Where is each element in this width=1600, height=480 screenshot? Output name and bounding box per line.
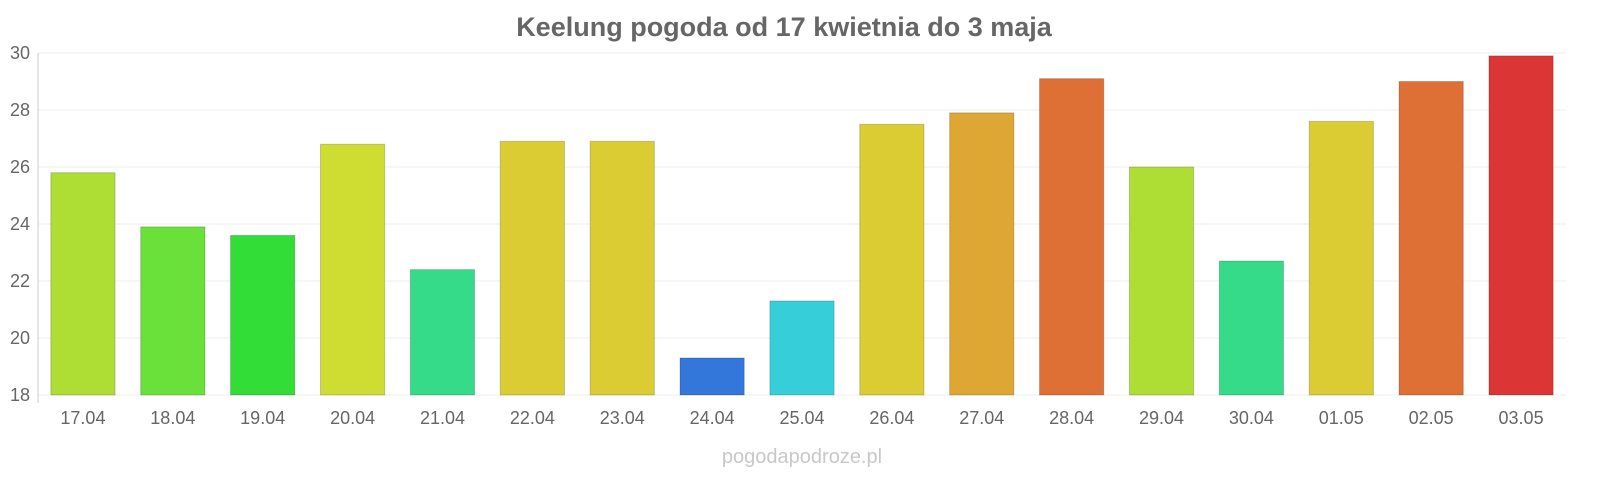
x-tick-label: 28.04 [1049,408,1094,428]
x-tick-label: 22.04 [510,408,555,428]
bar [769,300,835,396]
x-tick-label: 23.04 [600,408,645,428]
y-tick-label: 20 [10,328,30,348]
bar [859,123,925,396]
y-axis: 18 20 22 24 26 28 30 [10,43,39,405]
watermark: pogodapodroze.pl [722,446,882,468]
x-tick-label: 29.04 [1139,408,1184,428]
bar [140,226,206,396]
y-tick-label: 26 [10,157,30,177]
bar [1488,55,1554,396]
bar [589,140,655,396]
bar [949,112,1015,396]
x-tick-label: 03.05 [1499,408,1544,428]
x-tick-label: 19.04 [240,408,285,428]
x-tick-label: 26.04 [869,408,914,428]
bar [679,357,745,396]
x-tick-label: 27.04 [959,408,1004,428]
y-tick-label: 30 [10,43,30,63]
bar [230,234,296,396]
bar [1308,120,1374,396]
x-tick-label: 25.04 [779,408,824,428]
bar [50,172,116,396]
x-tick-label: 02.05 [1409,408,1454,428]
bar [499,140,565,396]
x-tick-label: 01.05 [1319,408,1364,428]
bar [319,143,386,396]
x-tick-label: 18.04 [150,408,195,428]
y-tick-label: 18 [10,385,30,405]
bar [1128,166,1195,396]
x-tick-label: 20.04 [330,408,375,428]
bar [1039,78,1105,396]
y-tick-label: 24 [10,214,30,234]
x-tick-label: 21.04 [420,408,465,428]
x-tick-label: 17.04 [60,408,105,428]
bar [409,269,476,396]
y-tick-label: 28 [10,100,30,120]
bar [1218,260,1285,396]
y-tick-label: 22 [10,271,30,291]
bar [1398,81,1464,396]
chart-title: Keelung pogoda od 17 kwietnia do 3 maja [516,12,1053,42]
bars [50,55,1554,396]
x-tick-label: 24.04 [690,408,735,428]
x-tick-label: 30.04 [1229,408,1274,428]
x-axis: 17.04 18.04 19.04 20.04 21.04 22.04 23.04 24.04… [60,408,1543,428]
